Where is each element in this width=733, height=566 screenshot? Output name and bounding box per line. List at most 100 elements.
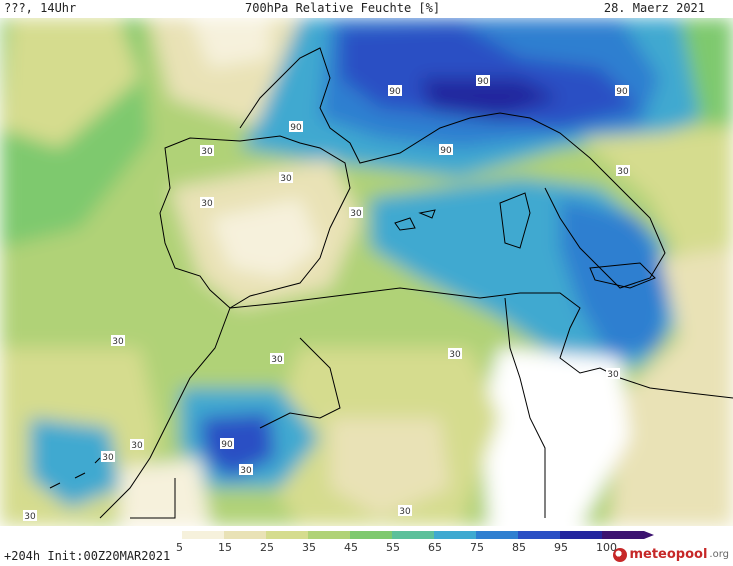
region-tyrrhenian — [560, 198, 670, 358]
contour-label: 30 — [617, 167, 629, 177]
morocco-coast — [99, 307, 231, 519]
colorbar-tick-label: 15 — [218, 541, 232, 554]
contour-label-bg — [606, 368, 620, 379]
colorbar-tick-label: 65 — [428, 541, 442, 554]
contour-label: 90 — [477, 77, 489, 87]
footer-bar — [0, 526, 733, 566]
colorbar — [140, 531, 654, 539]
contour-label: 30 — [271, 355, 283, 365]
brand-logo[interactable]: meteopool .org — [613, 547, 729, 562]
map-title: 700hPa Relative Feuchte [%] — [245, 1, 441, 15]
contour-label: 30 — [280, 174, 292, 184]
contour-label-bg — [101, 451, 115, 462]
contour-label-bg — [388, 85, 402, 96]
colorbar-segment — [308, 531, 350, 539]
colorbar-tick-label: 85 — [512, 541, 526, 554]
contour-label: 30 — [350, 209, 362, 219]
contour-label: 30 — [102, 453, 114, 463]
contour-label-bg — [349, 207, 363, 218]
colorbar-tick-label: 55 — [386, 541, 400, 554]
meteopool-icon — [613, 547, 628, 562]
brand-name: meteopool — [629, 547, 708, 562]
init-time-label: +204h Init:00Z20MAR2021 — [4, 549, 171, 563]
contour-label-bg — [398, 505, 412, 516]
header-bar: ???, 14Uhr 700hPa Relative Feuchte [%] 2… — [0, 0, 733, 18]
contour-label-bg — [270, 353, 284, 364]
contour-label: 30 — [24, 512, 36, 522]
colorbar-segment — [224, 531, 266, 539]
contour-label-bg — [111, 335, 125, 346]
contour-label: 30 — [607, 370, 619, 380]
contour-label: 90 — [616, 87, 628, 97]
tunisia-libya-border — [504, 297, 546, 518]
colorbar-tick-label: 25 — [260, 541, 274, 554]
brand-suffix: .org — [709, 549, 729, 560]
contour-label-bg — [200, 197, 214, 208]
colorbar-segment — [392, 531, 434, 539]
algeria-border — [259, 337, 341, 429]
colorbar-tick-label: 95 — [554, 541, 568, 554]
contour-label-bg — [439, 144, 453, 155]
corsica-sardinia — [499, 192, 531, 249]
coastlines — [49, 47, 733, 519]
forecast-time-label: ???, 14Uhr — [4, 1, 77, 15]
region-east-dry — [610, 248, 733, 526]
contour-label-bg — [615, 85, 629, 96]
contour-label: 90 — [221, 440, 233, 450]
colorbar-segment — [140, 531, 182, 539]
contour-label-bg — [200, 145, 214, 156]
contour-label: 30 — [449, 350, 461, 360]
region-iberia-core — [210, 198, 320, 278]
iberia-coast — [159, 135, 351, 309]
contour-label-bg — [23, 510, 37, 521]
humidity-map: 90 90 90 90 90 30 30 30 30 30 30 30 30 30 30 30 30 30 30 90 — [0, 18, 733, 526]
contour-label: 90 — [290, 123, 302, 133]
region-libya-dry — [480, 348, 630, 526]
colorbar-segment — [560, 531, 602, 539]
contour-label: 30 — [240, 466, 252, 476]
colorbar-tick-label: 45 — [344, 541, 358, 554]
colorbar-tick-label: 5 — [176, 541, 183, 554]
colorbar-arrow — [644, 531, 654, 539]
colorbar-segment — [476, 531, 518, 539]
western-sahara-border — [130, 478, 176, 519]
contour-label: 30 — [399, 507, 411, 517]
contour-label-bg — [220, 438, 234, 449]
contour-label: 90 — [440, 146, 452, 156]
region-sw-dry — [120, 458, 210, 526]
colorbar-segment — [518, 531, 560, 539]
colorbar-tick-label: 35 — [302, 541, 316, 554]
contour-label-bg — [130, 439, 144, 450]
balearic-islands — [394, 209, 436, 231]
canary-islands — [49, 457, 101, 489]
region-atlantic-dry — [0, 18, 140, 148]
colorbar-segment — [266, 531, 308, 539]
europe-coast — [239, 47, 666, 289]
colorbar-segment — [350, 531, 392, 539]
contour-label-bg — [239, 464, 253, 475]
contour-label-bg — [448, 348, 462, 359]
contour-label: 30 — [112, 337, 124, 347]
colorbar-tick-label: 75 — [470, 541, 484, 554]
contour-label: 30 — [201, 199, 213, 209]
contour-label-bg — [279, 172, 293, 183]
valid-date-label: 28. Maerz 2021 — [603, 1, 705, 15]
contour-label: 30 — [201, 147, 213, 157]
contour-label: 30 — [131, 441, 143, 451]
africa-coast — [229, 287, 733, 399]
region-east-edge — [680, 18, 733, 128]
region-atlas-core — [200, 413, 275, 478]
contour-label-bg — [616, 165, 630, 176]
colorbar-tick-label: 100 — [596, 541, 617, 554]
colorbar-segment — [182, 531, 224, 539]
sicily — [589, 262, 656, 289]
region-saturated-core — [420, 78, 560, 118]
contour-label: 90 — [389, 87, 401, 97]
colorbar-segment — [602, 531, 644, 539]
region-very-dry-north — [190, 18, 270, 68]
colorbar-segment — [434, 531, 476, 539]
region-sahara-dry — [330, 418, 450, 518]
contour-labels: 90 90 90 90 90 30 30 30 30 30 30 30 30 30 30 30 30 30 30 90 — [23, 75, 630, 522]
region-canary-moist — [30, 418, 120, 508]
contour-label-bg — [289, 121, 303, 132]
